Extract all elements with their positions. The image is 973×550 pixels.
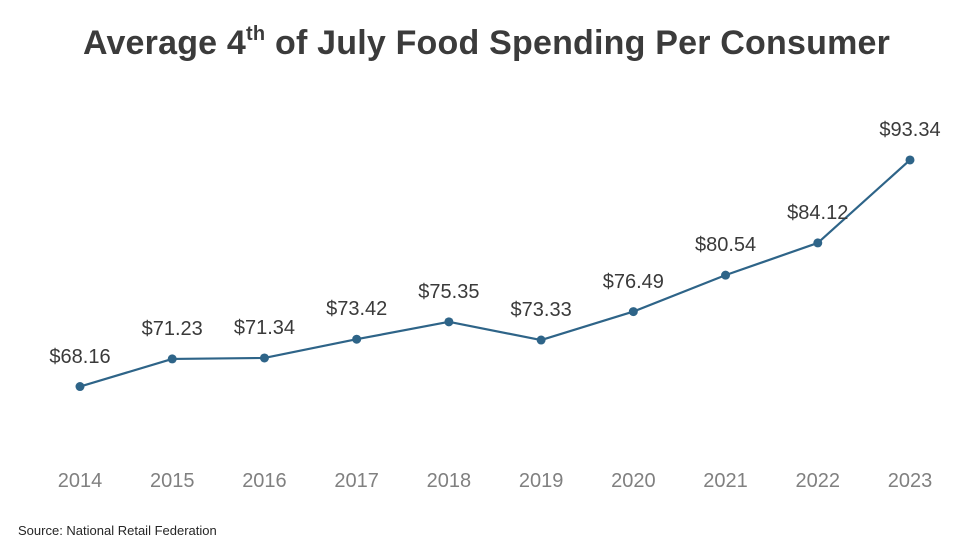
title-prefix: Average 4: [83, 24, 246, 62]
data-point: [629, 307, 638, 316]
x-axis-label: 2023: [888, 470, 933, 493]
x-axis-label: 2016: [242, 470, 287, 493]
data-point: [444, 317, 453, 326]
title-suffix: of July Food Spending Per Consumer: [265, 24, 890, 62]
data-label: $80.54: [695, 234, 756, 257]
data-point: [76, 382, 85, 391]
series-line: [80, 160, 910, 387]
data-point: [260, 353, 269, 362]
data-label: $73.33: [511, 299, 572, 322]
data-point: [352, 335, 361, 344]
data-label: $71.34: [234, 317, 295, 340]
data-label: $68.16: [49, 346, 110, 369]
chart-container: Average 4th of July Food Spending Per Co…: [0, 0, 973, 550]
x-axis-label: 2021: [703, 470, 748, 493]
x-axis-label: 2015: [150, 470, 195, 493]
data-point: [906, 155, 915, 164]
line-chart-svg: [40, 100, 950, 460]
data-label: $75.35: [418, 281, 479, 304]
data-label: $71.23: [142, 318, 203, 341]
data-point: [813, 238, 822, 247]
plot-area: $68.16 $71.23 $71.34 $73.42 $75.35 $73.33 $76.…: [40, 100, 950, 460]
title-sup: th: [246, 23, 265, 45]
x-axis-labels: 2014 2015 2016 2017 2018 2019 2020 2021 2022 2023: [40, 470, 950, 500]
data-label: $76.49: [603, 271, 664, 294]
x-axis-label: 2018: [427, 470, 472, 493]
data-label: $84.12: [787, 202, 848, 225]
x-axis-label: 2017: [334, 470, 379, 493]
chart-title: Average 4th of July Food Spending Per Co…: [0, 24, 973, 63]
data-point: [721, 271, 730, 280]
data-label: $73.42: [326, 298, 387, 321]
x-axis-label: 2020: [611, 470, 656, 493]
x-axis-label: 2014: [58, 470, 103, 493]
data-label: $93.34: [879, 119, 940, 142]
data-point: [168, 354, 177, 363]
x-axis-label: 2022: [796, 470, 841, 493]
source-text: Source: National Retail Federation: [18, 523, 217, 538]
x-axis-label: 2019: [519, 470, 564, 493]
data-point: [537, 336, 546, 345]
